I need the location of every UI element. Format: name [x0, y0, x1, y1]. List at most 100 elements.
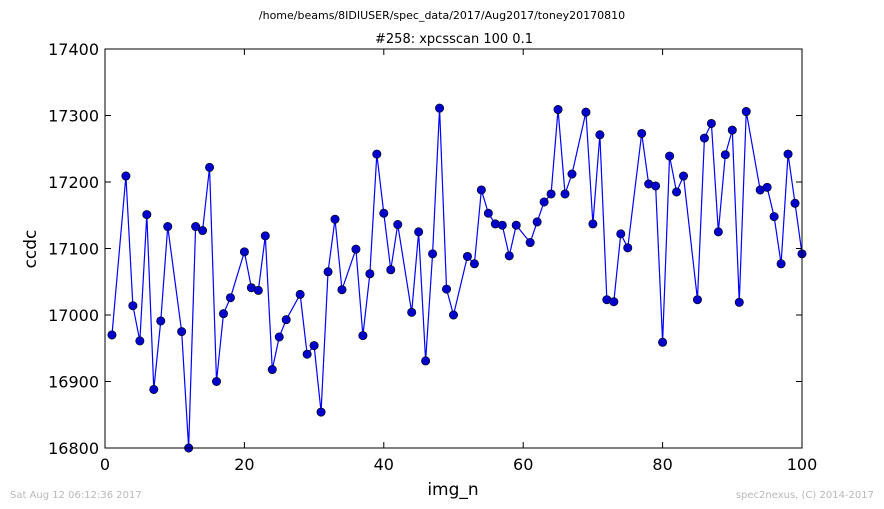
data-point — [212, 376, 222, 386]
data-point — [651, 181, 661, 191]
data-point — [720, 150, 730, 160]
plot-frame — [104, 48, 803, 449]
data-point — [351, 244, 361, 254]
data-point — [225, 293, 235, 303]
data-point — [679, 171, 689, 181]
data-point — [198, 226, 208, 236]
data-point — [260, 231, 270, 241]
data-point — [330, 214, 340, 224]
series-line — [111, 108, 803, 449]
data-point — [762, 182, 772, 192]
data-point — [218, 309, 228, 319]
data-point — [156, 316, 166, 326]
data-point — [442, 284, 452, 294]
data-point — [790, 198, 800, 208]
data-point — [302, 349, 312, 359]
y-tick-label: 16900 — [48, 373, 99, 392]
data-point — [414, 227, 424, 237]
data-point — [428, 249, 438, 259]
data-point — [365, 269, 375, 279]
plot-area — [105, 49, 802, 448]
data-point — [469, 259, 479, 269]
data-point — [511, 220, 521, 230]
y-tick-label: 17100 — [48, 240, 99, 259]
x-tick-label: 0 — [100, 455, 110, 474]
y-tick-label: 17000 — [48, 306, 99, 325]
data-point — [658, 337, 668, 347]
y-axis-label: ccdc — [21, 230, 41, 269]
data-point — [525, 238, 535, 248]
data-point — [191, 222, 201, 232]
axis-ticks: 0 20 40 60 80 100 16800 16900 17000 17100 17200 173… — [48, 40, 817, 474]
y-tick-label: 17300 — [48, 107, 99, 126]
data-point — [372, 149, 382, 159]
data-point — [386, 265, 396, 275]
data-point — [483, 208, 493, 218]
data-point — [588, 219, 598, 229]
figure-suptitle: /home/beams/8IDIUSER/spec_data/2017/Aug2… — [259, 9, 625, 22]
data-point — [128, 301, 138, 311]
data-point — [734, 297, 744, 307]
data-point — [163, 222, 173, 232]
footer-timestamp: Sat Aug 12 06:12:36 2017 — [10, 490, 142, 501]
y-tick-label: 17400 — [48, 40, 99, 59]
data-point — [616, 229, 626, 239]
data-point — [267, 365, 277, 375]
data-point — [142, 210, 152, 220]
data-point — [149, 384, 159, 394]
data-point — [107, 330, 117, 340]
data-point — [581, 107, 591, 117]
data-point — [623, 243, 633, 253]
x-tick-label: 60 — [513, 455, 533, 474]
data-point — [546, 189, 556, 199]
data-point — [274, 332, 284, 342]
data-point — [727, 125, 737, 135]
data-point — [435, 103, 445, 113]
data-series — [107, 103, 807, 453]
data-point — [706, 118, 716, 128]
data-point — [309, 341, 319, 351]
data-point — [560, 189, 570, 199]
footer-credit: spec2nexus, (C) 2014-2017 — [736, 490, 874, 501]
data-point — [135, 336, 145, 346]
data-point — [177, 327, 187, 337]
data-point — [539, 197, 549, 207]
data-point — [205, 162, 215, 172]
data-point — [239, 247, 249, 257]
data-point — [281, 315, 291, 325]
x-tick-label: 80 — [652, 455, 672, 474]
data-point — [692, 295, 702, 305]
data-point — [637, 128, 647, 138]
x-tick-label: 100 — [787, 455, 818, 474]
data-point — [497, 220, 507, 230]
data-point — [393, 220, 403, 230]
data-point — [769, 212, 779, 222]
data-point — [253, 285, 263, 295]
data-point — [337, 285, 347, 295]
data-point — [379, 208, 389, 218]
data-point — [407, 307, 417, 317]
data-point — [316, 407, 326, 417]
chart-title: #258: xpcsscan 100 0.1 — [375, 32, 533, 47]
data-point — [672, 187, 682, 197]
data-point — [323, 267, 333, 277]
data-point — [421, 356, 431, 366]
x-tick-label: 40 — [374, 455, 394, 474]
data-point — [665, 151, 675, 161]
data-point — [504, 251, 514, 261]
data-point — [609, 297, 619, 307]
data-point — [448, 310, 458, 320]
data-point — [595, 130, 605, 140]
data-point — [476, 185, 486, 195]
data-point — [699, 133, 709, 143]
x-tick-label: 20 — [234, 455, 254, 474]
data-point — [532, 217, 542, 227]
data-point — [741, 107, 751, 117]
y-tick-label: 17200 — [48, 173, 99, 192]
data-point — [121, 171, 131, 181]
data-point — [358, 331, 368, 341]
x-axis-label: img_n — [427, 480, 478, 500]
data-point — [567, 169, 577, 179]
data-point — [295, 289, 305, 299]
